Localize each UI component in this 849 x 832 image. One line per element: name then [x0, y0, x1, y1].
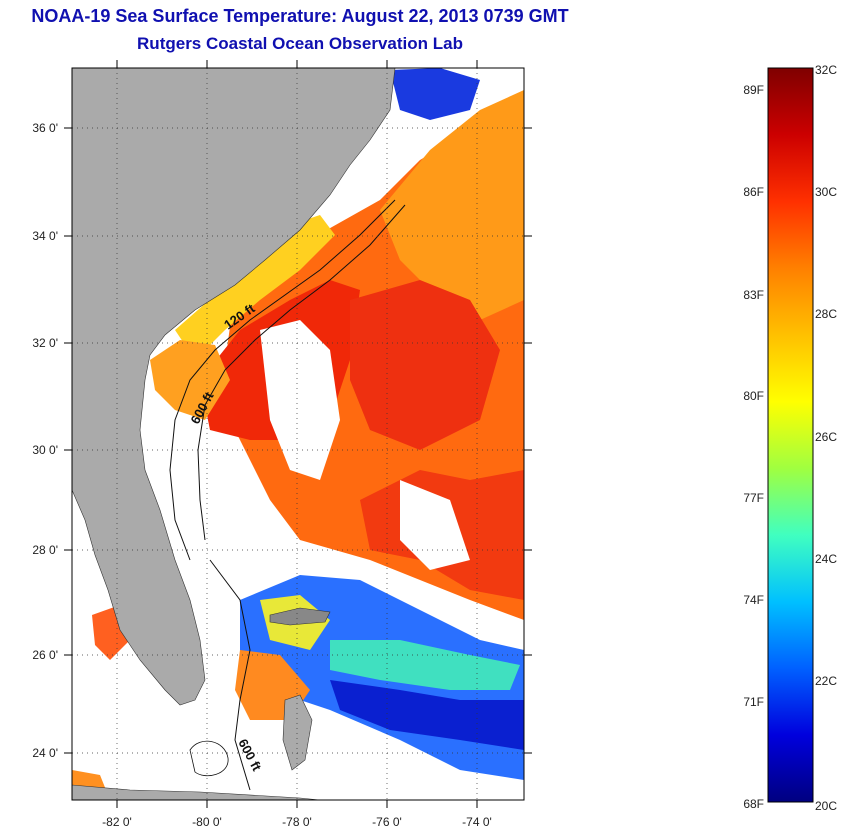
y-tick-label: 26 0' — [32, 648, 58, 662]
x-tick-label: -80 0' — [192, 815, 222, 829]
land-andros — [282, 694, 313, 771]
land-cuba — [72, 784, 321, 800]
colorbar: 89F 86F 83F 80F 77F 74F 71F 68F 32C 30C … — [743, 63, 837, 813]
y-tick-label: 28 0' — [32, 543, 58, 557]
cloud-gap-east — [400, 480, 470, 570]
cloud-gap-central — [260, 320, 340, 480]
contour-120ft — [169, 199, 396, 561]
colorbar-c-label: 28C — [815, 307, 837, 321]
colorbar-c-label: 24C — [815, 552, 837, 566]
sst-deep-blue-south — [330, 680, 524, 750]
colorbar-c-label: 22C — [815, 674, 837, 688]
sst-cool-north-coast — [390, 68, 480, 120]
colorbar-c-label: 20C — [815, 799, 837, 813]
cloud-gap-straits — [72, 690, 260, 800]
x-tick-label: -74 0' — [462, 815, 492, 829]
tick-marks — [64, 60, 532, 808]
map-title: NOAA-19 Sea Surface Temperature: August … — [31, 6, 569, 26]
y-tick-label: 34 0' — [32, 229, 58, 243]
contour-bank-loop — [189, 740, 229, 776]
colorbar-c-label: 30C — [815, 185, 837, 199]
colorbar-f-label: 83F — [743, 288, 764, 302]
contour-600ft-straits — [209, 559, 251, 791]
sst-cyan-band — [330, 640, 520, 690]
colorbar-c-label: 26C — [815, 430, 837, 444]
sst-yellow-nearshore — [175, 215, 335, 360]
colorbar-f-label: 74F — [743, 593, 764, 607]
x-tick-label: -82 0' — [102, 815, 132, 829]
sst-hot-core-east — [350, 280, 500, 450]
colorbar-f-label: 86F — [743, 185, 764, 199]
colorbar-f-label: 68F — [743, 797, 764, 811]
map-subtitle: Rutgers Coastal Ocean Observation Lab — [137, 34, 463, 53]
y-tick-label: 30 0' — [32, 443, 58, 457]
colorbar-f-label: 71F — [743, 695, 764, 709]
contour-600ft — [197, 204, 406, 541]
y-tick-label: 24 0' — [32, 746, 58, 760]
sst-orange-north — [380, 90, 524, 320]
x-tick-label: -76 0' — [372, 815, 402, 829]
colorbar-scale — [767, 67, 814, 803]
y-tick-label: 36 0' — [32, 121, 58, 135]
grid-lines — [72, 68, 524, 800]
map-frame — [71, 67, 525, 801]
cloud-gap-south — [160, 460, 260, 620]
colorbar-f-label: 77F — [743, 491, 764, 505]
x-tick-label: -78 0' — [282, 815, 312, 829]
sst-map: 120 ft 600 ft 600 ft -82 0' -80 0' -78 0… — [32, 60, 532, 829]
colorbar-f-label: 89F — [743, 83, 764, 97]
land-grand-bahama — [269, 607, 331, 626]
colorbar-c-label: 32C — [815, 63, 837, 77]
y-tick-label: 32 0' — [32, 336, 58, 350]
map-layers — [72, 68, 524, 800]
land-southeast-us — [72, 68, 396, 706]
colorbar-f-label: 80F — [743, 389, 764, 403]
